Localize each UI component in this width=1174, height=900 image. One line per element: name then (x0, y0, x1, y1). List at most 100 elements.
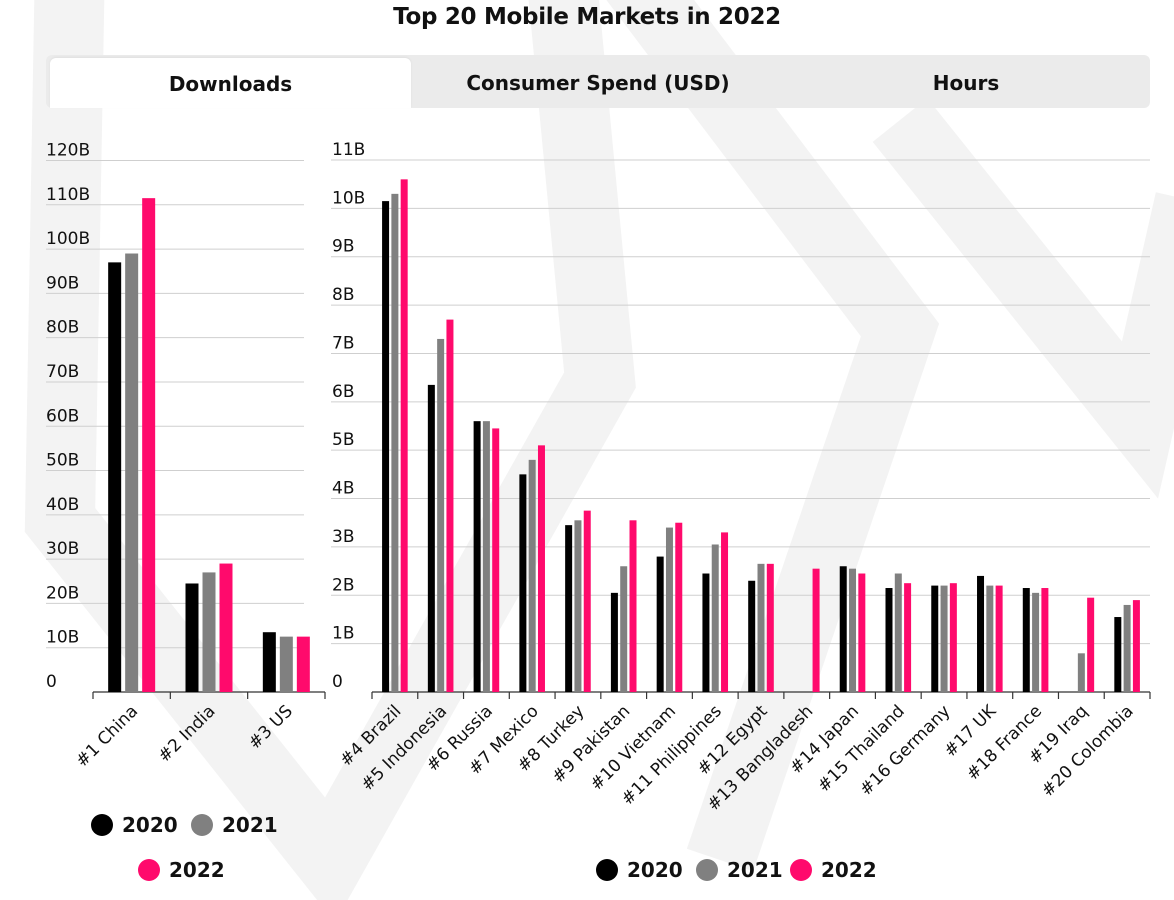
bar-2021 (665, 527, 673, 692)
bar-2022 (858, 573, 866, 692)
legend-dot-2021 (696, 858, 718, 881)
bar-2022 (766, 563, 774, 692)
y-tick-label: 8B (332, 285, 354, 305)
bar-2021 (125, 253, 139, 692)
bar-2022 (537, 445, 545, 692)
y-tick-label: 120B (46, 141, 90, 161)
bar-2021 (849, 568, 857, 692)
y-tick-label: 50B (46, 451, 79, 471)
bar-2022 (296, 636, 310, 692)
legend-label-2022: 2022 (821, 858, 877, 882)
y-tick-label: 70B (46, 362, 79, 382)
legend-item-2022: 2022 (138, 858, 225, 882)
bar-2020 (185, 583, 199, 692)
legend-dot-2021 (191, 813, 213, 836)
bar-2022 (492, 428, 500, 692)
bar-2020 (931, 585, 939, 692)
bar-2021 (574, 520, 582, 692)
y-tick-label: 30B (46, 539, 79, 559)
bar-2021 (437, 338, 445, 692)
bar-2020 (473, 421, 481, 692)
y-tick-label: 11B (332, 140, 365, 160)
legend-item-2021: 2021 (191, 813, 278, 837)
legend-item-2020: 2020 (91, 813, 178, 837)
bar-2021 (279, 636, 293, 692)
legend-dot-2022 (138, 858, 160, 881)
bar-2020 (108, 262, 122, 692)
bar-2021 (620, 566, 628, 692)
y-tick-label: 0 (46, 672, 57, 692)
bar-2020 (262, 632, 276, 692)
bar-2021 (894, 573, 902, 692)
legend-dot-2020 (596, 858, 618, 881)
bar-2020 (748, 580, 756, 692)
bar-2022 (629, 520, 637, 692)
chart-title: Top 20 Mobile Markets in 2022 (393, 4, 781, 30)
y-tick-label: 110B (46, 185, 90, 205)
bar-2021 (757, 563, 765, 692)
bar-2020 (565, 525, 573, 692)
y-tick-label: 40B (46, 495, 79, 515)
y-tick-label: 100B (46, 229, 90, 249)
legend-dot-2022 (790, 858, 812, 881)
bar-2021 (940, 585, 948, 692)
bar-2022 (446, 319, 454, 692)
x-tick-label: #1 China (72, 701, 142, 771)
bar-2020 (427, 384, 435, 692)
y-tick-label: 1B (332, 624, 354, 644)
bar-2020 (702, 573, 710, 692)
bar-2021 (1077, 653, 1085, 692)
bar-2020 (839, 566, 847, 692)
bar-2021 (1123, 604, 1131, 692)
bar-2022 (675, 522, 683, 692)
y-tick-label: 10B (46, 628, 79, 648)
bar-2022 (400, 179, 408, 692)
tab-bar: Downloads Consumer Spend (USD) Hours (46, 55, 1150, 108)
legend-label-2021: 2021 (727, 858, 783, 882)
bar-2020 (382, 201, 390, 693)
bar-2022 (949, 583, 957, 692)
x-tick-label: #2 India (154, 701, 219, 766)
y-tick-label: 6B (332, 382, 354, 402)
bar-2022 (812, 568, 820, 692)
y-tick-label: 0 (332, 672, 343, 692)
bar-2022 (583, 510, 591, 692)
tab-hours[interactable]: Hours (932, 71, 1000, 95)
legend-label-2021: 2021 (222, 813, 278, 837)
y-tick-label: 80B (46, 318, 79, 338)
y-tick-label: 5B (332, 430, 354, 450)
bar-2020 (656, 556, 664, 692)
bar-2022 (904, 583, 912, 692)
bar-2020 (610, 592, 618, 692)
y-tick-label: 2B (332, 575, 354, 595)
bar-2021 (711, 544, 719, 692)
bar-2022 (1132, 600, 1140, 692)
legend-item-2021: 2021 (696, 858, 783, 882)
bar-2021 (1032, 592, 1040, 692)
y-tick-label: 10B (332, 188, 365, 208)
bar-2020 (977, 575, 985, 692)
legend-label-2022: 2022 (169, 858, 225, 882)
bar-2021 (482, 421, 490, 692)
y-tick-label: 3B (332, 527, 354, 547)
bar-2022 (1087, 597, 1095, 692)
bar-2020 (1022, 588, 1030, 692)
bar-2020 (519, 474, 527, 692)
x-tick-label: #3 US (245, 701, 297, 753)
legend-item-2020: 2020 (596, 858, 683, 882)
bar-2022 (219, 563, 233, 692)
tab-downloads[interactable]: Downloads (50, 58, 411, 108)
y-tick-label: 7B (332, 333, 354, 353)
y-tick-label: 4B (332, 479, 354, 499)
bar-2022 (1041, 588, 1049, 692)
y-tick-label: 20B (46, 583, 79, 603)
y-tick-label: 60B (46, 406, 79, 426)
bar-2021 (391, 193, 399, 692)
y-tick-label: 90B (46, 273, 79, 293)
legend-label-2020: 2020 (122, 813, 178, 837)
bar-2021 (202, 572, 216, 692)
tab-consumer-spend[interactable]: Consumer Spend (USD) (466, 71, 730, 95)
bar-2022 (995, 585, 1003, 692)
bar-2020 (1114, 617, 1122, 692)
